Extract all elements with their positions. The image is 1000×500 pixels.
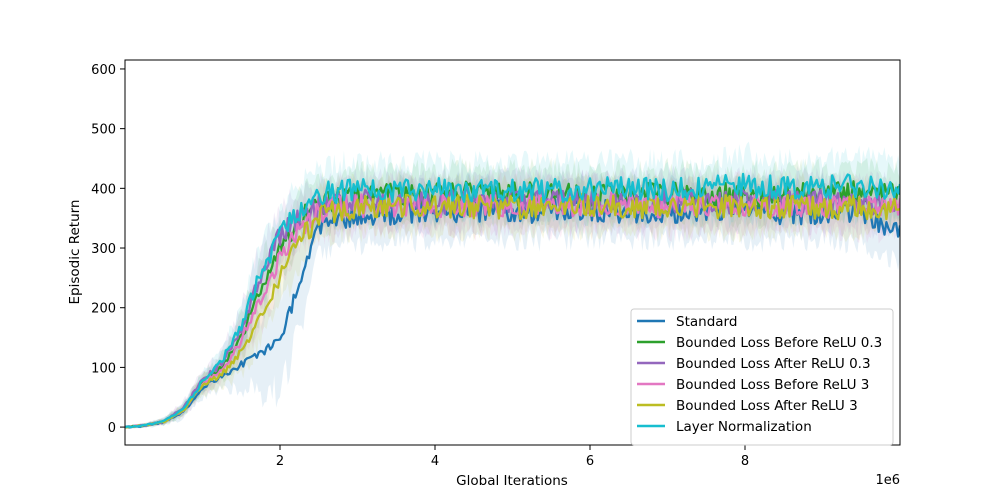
legend: Standard Bounded Loss Before ReLU 0.3 Boun… bbox=[630, 308, 894, 446]
legend-label: Bounded Loss After ReLU 3 bbox=[676, 398, 858, 414]
band-bounded-loss-after-relu-3 bbox=[125, 170, 900, 429]
y-tick-label: 300 bbox=[91, 242, 116, 257]
plot-frame bbox=[124, 59, 901, 446]
x-tick-label: 2 bbox=[276, 454, 284, 469]
y-tick-label: 0 bbox=[108, 421, 116, 436]
band-standard bbox=[125, 169, 900, 429]
band-bounded-loss-after-relu-0-3 bbox=[125, 164, 900, 429]
band-bounded-loss-before-relu-3 bbox=[125, 168, 900, 429]
legend-label: Bounded Loss Before ReLU 0.3 bbox=[676, 335, 882, 351]
line-bounded-loss-after-relu-3 bbox=[125, 192, 900, 429]
legend-box bbox=[630, 308, 894, 446]
y-tick-label: 600 bbox=[91, 63, 116, 78]
x-axis: 2 4 6 8 bbox=[276, 445, 749, 469]
legend-label: Bounded Loss Before ReLU 3 bbox=[676, 377, 869, 393]
y-tick-label: 200 bbox=[91, 302, 116, 317]
line-layer-normalization bbox=[125, 172, 900, 429]
x-tick-label: 6 bbox=[586, 454, 594, 469]
y-axis: 0 100 200 300 400 500 600 bbox=[91, 63, 125, 436]
legend-label: Bounded Loss After ReLU 0.3 bbox=[676, 356, 871, 372]
x-axis-label: Global Iterations bbox=[456, 473, 568, 489]
legend-label: Layer Normalization bbox=[676, 419, 812, 435]
x-offset-label: 1e6 bbox=[875, 473, 900, 488]
y-axis-label: Episodic Return bbox=[67, 200, 83, 305]
y-tick-label: 400 bbox=[91, 182, 116, 197]
y-tick-label: 500 bbox=[91, 123, 116, 138]
x-tick-label: 4 bbox=[431, 454, 439, 469]
x-tick-label: 8 bbox=[741, 454, 749, 469]
y-tick-label: 100 bbox=[91, 361, 116, 376]
legend-label: Standard bbox=[676, 314, 737, 330]
series-lines bbox=[125, 172, 900, 429]
